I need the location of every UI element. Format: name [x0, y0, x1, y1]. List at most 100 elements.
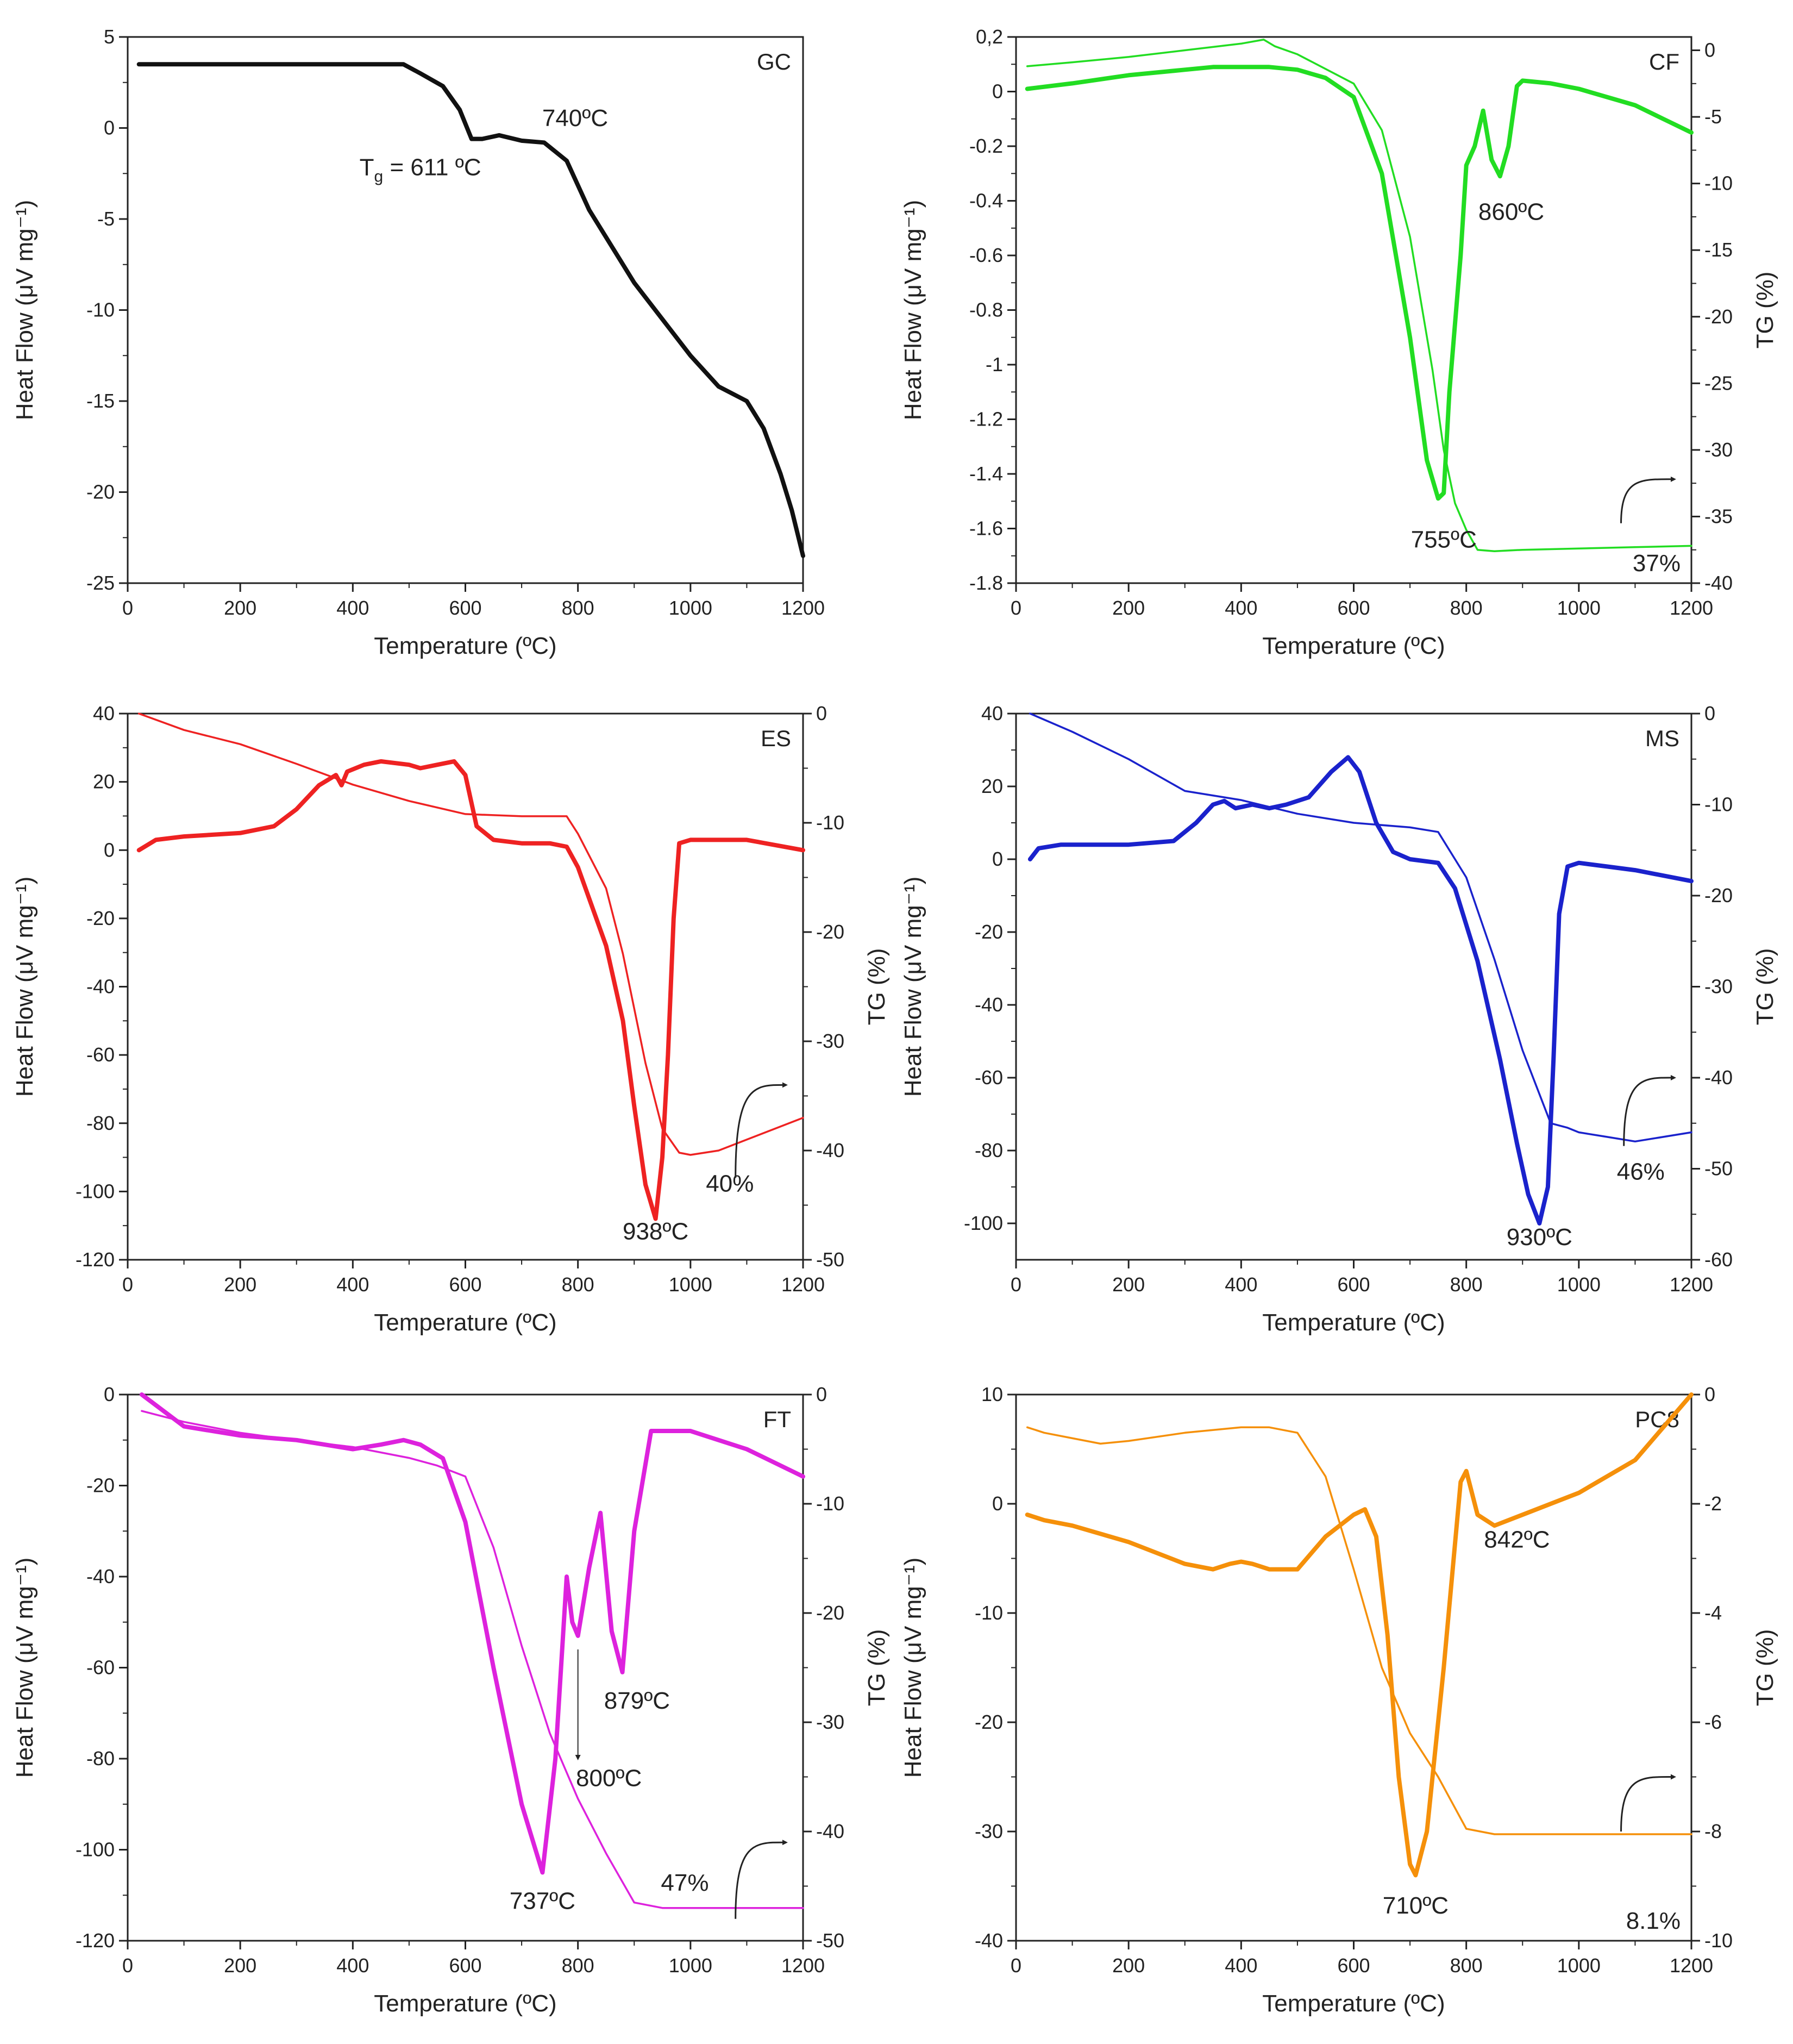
y-tick-label: -1.4 — [969, 462, 1003, 485]
y2-tick-label: -35 — [1704, 505, 1733, 527]
annotation-label: 879ºC — [604, 1687, 670, 1714]
y-tick-label: -60 — [86, 1657, 115, 1679]
annotation-label: 755ºC — [1411, 527, 1477, 553]
y-tick-label: -0.8 — [969, 299, 1003, 321]
y-tick-label: -60 — [975, 1066, 1003, 1089]
x-tick-label: 1200 — [1670, 597, 1713, 619]
y-tick-label: -120 — [76, 1929, 115, 1952]
mass-loss-arrow — [1620, 1774, 1676, 1832]
y-tick-label: -20 — [975, 921, 1003, 943]
y-tick-label: -1.2 — [969, 408, 1003, 430]
y-tick-label: -80 — [86, 1747, 115, 1770]
plot-frame — [127, 712, 804, 1261]
x-axis-title: Temperature (ºC) — [374, 633, 556, 659]
x-tick-label: 1000 — [669, 597, 712, 619]
annotation-label: 47% — [661, 1870, 709, 1896]
x-tick-label: 0 — [1011, 1954, 1021, 1977]
plot-frame — [1015, 1393, 1692, 1942]
annotation-label: 40% — [706, 1170, 754, 1197]
y2-tick-label: -10 — [1704, 793, 1733, 816]
y-tick-label: -25 — [86, 572, 115, 594]
x-tick-label: 800 — [562, 1954, 594, 1977]
y-tick-label: 5 — [104, 26, 115, 48]
mass-loss-label: 8.1% — [1626, 1908, 1681, 1934]
y2-tick-label: -2 — [1704, 1492, 1722, 1515]
x-tick-label: 0 — [122, 597, 133, 619]
x-tick-label: 0 — [122, 1954, 133, 1977]
series-line-dta — [136, 759, 805, 1221]
x-tick-label: 600 — [449, 1273, 481, 1296]
y2-tick-label: -10 — [816, 1492, 844, 1515]
y-tick-label: -5 — [97, 208, 115, 230]
y-tick-label: 0 — [992, 1492, 1003, 1515]
y2-tick-label: -20 — [816, 1602, 844, 1624]
x-tick-label: 200 — [1112, 597, 1145, 619]
chart-cf: 0 200 400 600 800 1000 1200 0,2 0 -0.2 -0.4 -0.6 -0.… — [900, 26, 1778, 659]
series-line-tg — [1026, 39, 1692, 552]
x-tick-label: 1200 — [781, 1273, 825, 1296]
annotation-label: 710ºC — [1383, 1892, 1449, 1919]
x-tick-label: 800 — [562, 1273, 594, 1296]
chart-es: 0 200 400 600 800 1000 120040200-20-40-60-80-1… — [11, 702, 890, 1336]
y2-tick-label: -25 — [1704, 372, 1733, 394]
y-tick-label: -30 — [975, 1820, 1003, 1842]
x-tick-label: 400 — [1225, 1954, 1257, 1977]
y2-tick-label: -40 — [816, 1139, 844, 1161]
annotation-label: 860ºC — [1478, 199, 1544, 226]
y-tick-label: -80 — [86, 1112, 115, 1134]
y2-tick-label: -10 — [816, 811, 844, 834]
sample-label: CF — [1649, 49, 1679, 74]
y-axis-title: Heat Flow (μV mg⁻¹) — [900, 200, 926, 421]
x-tick-label: 200 — [1112, 1273, 1145, 1296]
x-axis-title: Temperature (ºC) — [374, 1990, 556, 2017]
x-tick-label: 600 — [1337, 1954, 1370, 1977]
series-line-dta — [1025, 1392, 1694, 1878]
y2-tick-label: -40 — [1704, 572, 1733, 594]
x-tick-label: 400 — [1225, 1273, 1257, 1296]
y-tick-label: -100 — [76, 1180, 115, 1202]
y-tick-label: -100 — [76, 1839, 115, 1861]
y2-tick-label: -40 — [1704, 1066, 1733, 1089]
series-line-tg — [1026, 1426, 1692, 1835]
sample-label: FT — [763, 1407, 791, 1432]
x-tick-label: 400 — [336, 1954, 369, 1977]
y2-tick-label: 0 — [1704, 702, 1715, 724]
x-tick-label: 1000 — [1557, 597, 1601, 619]
y-tick-label: 20 — [981, 775, 1003, 797]
x-tick-label: 400 — [1225, 597, 1257, 619]
series-line-dta — [139, 1392, 805, 1875]
y2-tick-label: -4 — [1704, 1602, 1722, 1624]
x-tick-label: 0 — [122, 1273, 133, 1296]
y2-tick-label: -10 — [1704, 1929, 1733, 1952]
y2-axis-title: TG (%) — [863, 948, 890, 1026]
y-tick-label: -20 — [975, 1711, 1003, 1733]
x-axis-title: Temperature (ºC) — [1262, 633, 1445, 659]
x-tick-label: 200 — [1112, 1954, 1145, 1977]
y2-tick-label: -5 — [1704, 105, 1722, 128]
y-tick-label: -60 — [86, 1043, 115, 1066]
y-tick-label: -0.6 — [969, 244, 1003, 266]
series-line-tg — [141, 1410, 804, 1909]
y-tick-label: -40 — [86, 1565, 115, 1587]
y-tick-label: -0.2 — [969, 135, 1003, 157]
y-tick-label: 0 — [992, 80, 1003, 103]
y2-tick-label: -20 — [1704, 884, 1733, 907]
mass-loss-arrow — [1623, 1074, 1676, 1146]
chart-ms: 0 200 400 600 800 1000 120040200-20-40-60-80-1… — [900, 702, 1778, 1336]
y-tick-label: 10 — [981, 1383, 1003, 1405]
x-tick-label: 800 — [1450, 1273, 1483, 1296]
x-tick-label: 200 — [224, 1954, 256, 1977]
y2-tick-label: -50 — [816, 1929, 844, 1952]
y2-tick-label: -30 — [816, 1030, 844, 1052]
chart-pc8: 0 200 400 600 800 1000 1200 10 0 -10 -20 -30 -40 0 -2 -… — [900, 1383, 1778, 2017]
y-tick-label: -20 — [86, 481, 115, 503]
y2-axis-title: TG (%) — [1752, 948, 1778, 1026]
y2-tick-label: -30 — [1704, 439, 1733, 461]
annotation-tg: Tg = 611 ºC — [360, 154, 481, 186]
y-tick-label: -20 — [86, 1474, 115, 1497]
x-tick-label: 0 — [1011, 1273, 1021, 1296]
y-tick-label: 40 — [981, 702, 1003, 724]
y-tick-label: -120 — [76, 1248, 115, 1271]
y2-tick-label: -50 — [1704, 1158, 1733, 1180]
